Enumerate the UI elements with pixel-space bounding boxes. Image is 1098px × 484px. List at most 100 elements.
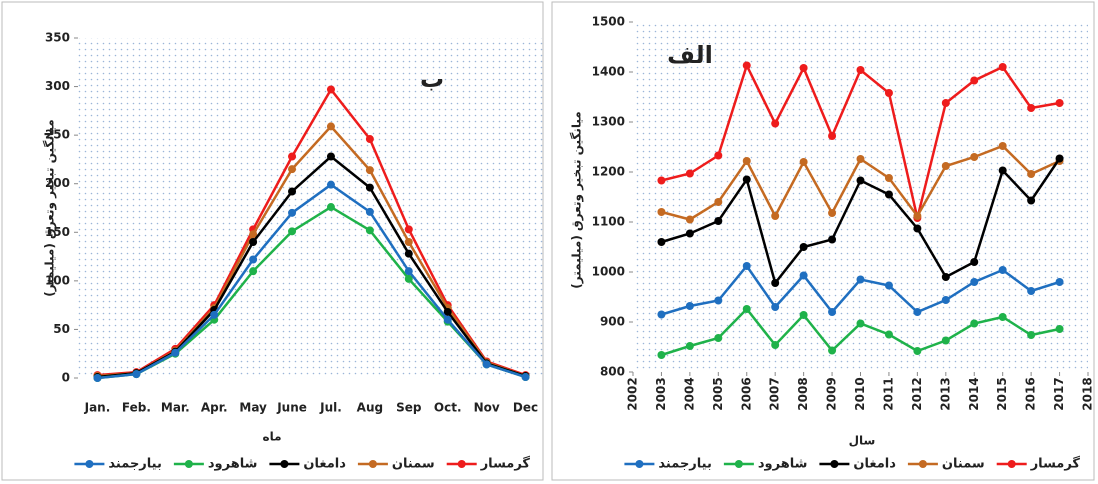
x-tick-label: June xyxy=(276,401,307,415)
point xyxy=(288,227,297,236)
x-tick-label: 2004 xyxy=(682,377,696,410)
point xyxy=(941,273,950,281)
x-tick-label: 2018 xyxy=(1081,377,1095,410)
point xyxy=(714,198,723,206)
x-tick-label: Sep xyxy=(396,401,422,415)
y-tick-label: 1200 xyxy=(592,165,625,179)
point xyxy=(913,308,922,316)
point xyxy=(799,243,808,251)
legend-marker xyxy=(457,460,466,468)
x-tick-label: Oct. xyxy=(434,401,462,415)
legend-marker xyxy=(184,460,193,468)
point xyxy=(970,76,979,85)
point xyxy=(742,175,751,184)
x-tick-label: Jan. xyxy=(84,401,111,415)
point xyxy=(742,157,751,165)
point xyxy=(856,155,865,163)
point xyxy=(657,176,666,185)
x-tick-label: 2003 xyxy=(654,377,668,410)
point xyxy=(249,238,258,246)
x-tick-label: 2005 xyxy=(711,377,725,410)
point xyxy=(998,166,1007,175)
point xyxy=(404,267,413,276)
legend-text: دامغان xyxy=(853,457,896,472)
y-tick-label: 150 xyxy=(45,225,70,239)
point xyxy=(941,296,950,304)
x-tick-label: Mar. xyxy=(161,401,190,415)
x-tick-label: 2006 xyxy=(739,377,753,410)
y-axis-title: میانگین تبخیر وتعرق (میلیمتر) xyxy=(570,111,585,288)
legend-marker xyxy=(1007,460,1016,468)
point xyxy=(998,142,1007,150)
x-tick-label: May xyxy=(239,401,267,415)
point xyxy=(404,238,413,246)
point xyxy=(771,279,780,287)
point xyxy=(685,229,694,238)
legend-text: گرمسار xyxy=(480,456,531,472)
point xyxy=(326,203,335,212)
x-tick-label: 2013 xyxy=(938,377,952,410)
legend-marker xyxy=(918,460,927,468)
point xyxy=(657,238,666,246)
y-tick-label: 350 xyxy=(45,31,70,45)
legend-marker xyxy=(280,460,289,468)
x-axis-title: ماه xyxy=(262,430,281,444)
x-tick-label: Dec xyxy=(513,401,538,415)
point xyxy=(828,132,837,140)
legend-marker xyxy=(830,460,839,468)
y-tick-label: 1400 xyxy=(592,65,625,79)
point xyxy=(771,119,780,128)
point xyxy=(941,162,950,170)
y-tick-label: 1300 xyxy=(592,115,625,129)
point xyxy=(365,183,374,192)
x-tick-label: Nov xyxy=(474,401,500,415)
point xyxy=(714,217,723,225)
point xyxy=(1027,104,1036,112)
point xyxy=(799,311,808,319)
legend-text: سمنان xyxy=(942,457,985,472)
y-tick-label: 200 xyxy=(45,176,70,190)
point xyxy=(970,278,979,286)
legend-text: سمنان xyxy=(392,457,435,472)
point xyxy=(884,190,893,199)
x-tick-label: Apr. xyxy=(201,401,228,415)
y-tick-label: 250 xyxy=(45,128,70,142)
x-tick-label: 2014 xyxy=(967,377,981,410)
x-tick-label: Jul. xyxy=(319,401,342,415)
x-tick-label: Aug xyxy=(357,401,383,415)
x-axis-title: سال xyxy=(849,434,876,448)
point xyxy=(326,122,335,131)
point xyxy=(913,347,922,355)
point xyxy=(998,266,1007,274)
y-tick-label: 300 xyxy=(45,79,70,93)
legend-text: بیارجمند xyxy=(108,457,161,472)
point xyxy=(884,89,893,97)
point xyxy=(1027,196,1036,205)
point xyxy=(1027,287,1036,295)
point xyxy=(132,370,141,379)
point xyxy=(884,281,893,290)
series-line xyxy=(97,183,526,380)
chart-title: ب xyxy=(420,65,444,93)
point xyxy=(326,152,335,161)
point xyxy=(249,230,258,239)
x-tick-label: 2012 xyxy=(910,377,924,410)
point xyxy=(685,215,694,224)
y-tick-label: 1500 xyxy=(592,15,625,29)
point xyxy=(828,346,837,355)
series-line xyxy=(97,87,526,377)
point xyxy=(970,258,979,266)
point xyxy=(799,64,808,72)
point xyxy=(685,302,694,310)
point xyxy=(288,208,297,217)
legend-text: شاهرود xyxy=(208,457,258,472)
point xyxy=(1055,325,1064,333)
point xyxy=(365,226,374,235)
legend-marker xyxy=(85,460,94,468)
point xyxy=(657,208,666,216)
point xyxy=(482,360,491,369)
x-tick-label: 2017 xyxy=(1052,377,1066,410)
point xyxy=(443,315,452,324)
y-tick-label: 800 xyxy=(600,365,625,379)
